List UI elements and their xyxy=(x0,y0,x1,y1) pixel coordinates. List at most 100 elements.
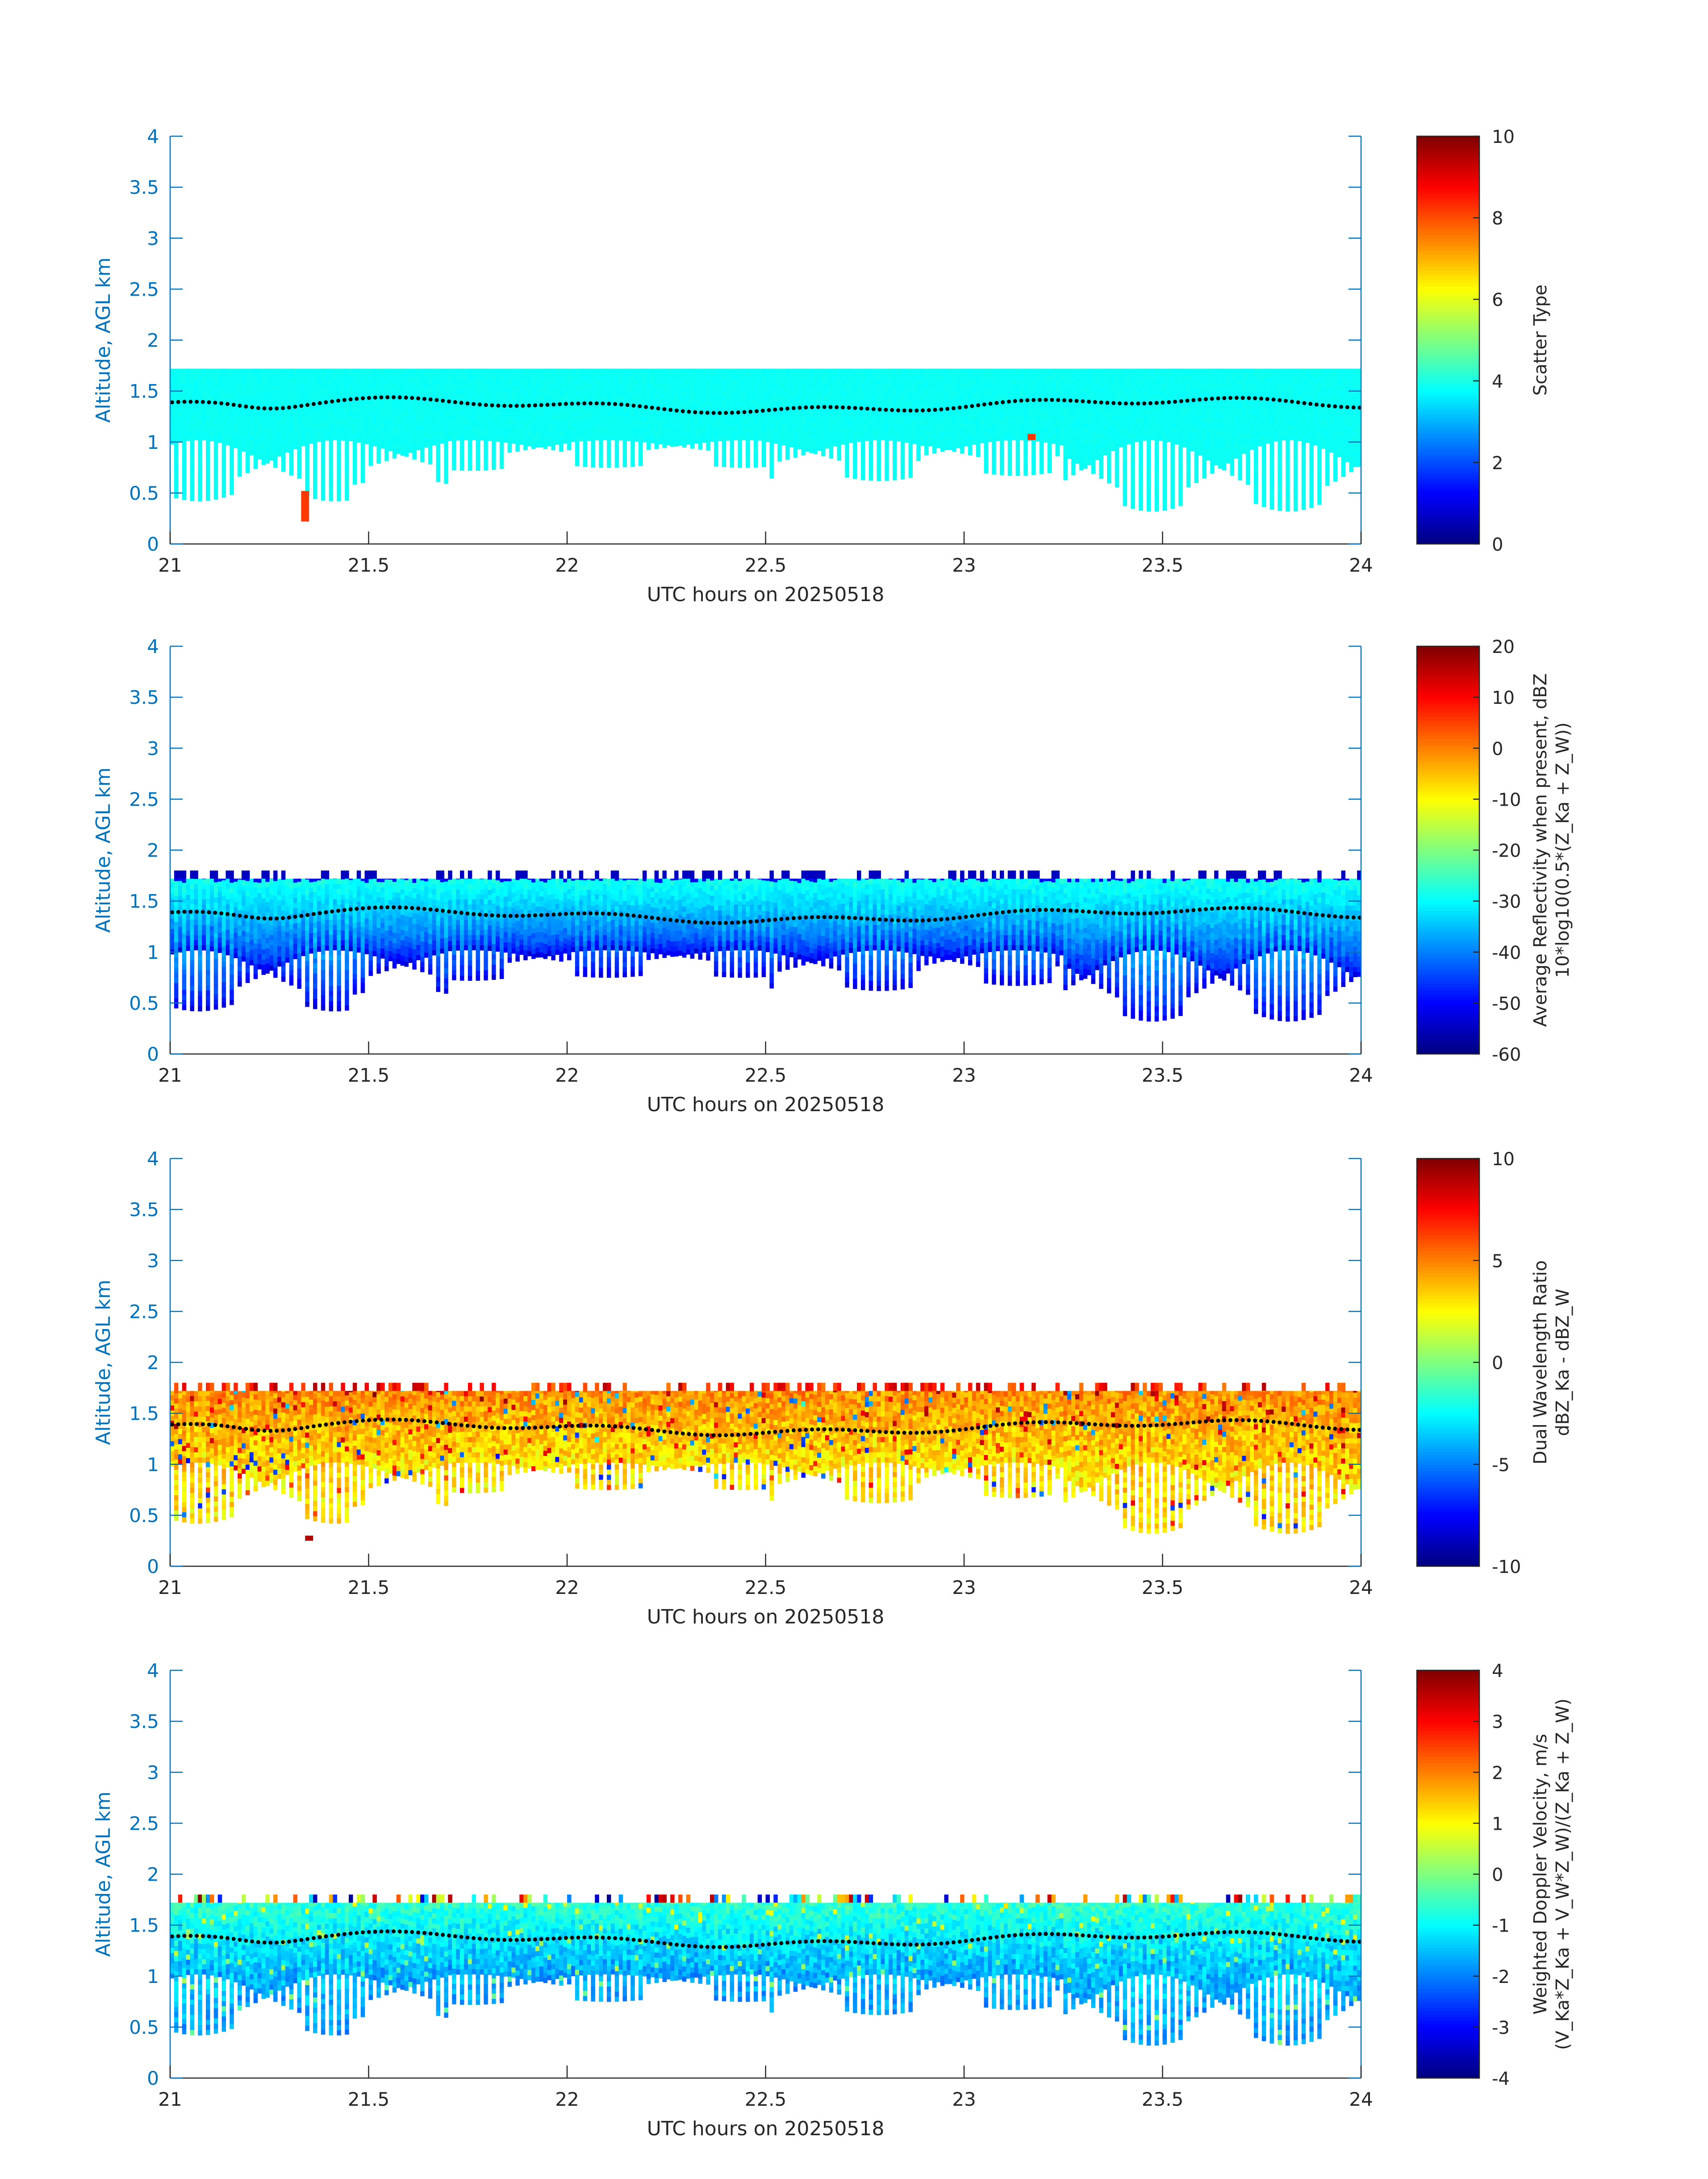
heatmap-cell xyxy=(301,369,305,375)
heatmap-cell xyxy=(1186,472,1191,477)
heatmap-cell xyxy=(1023,419,1028,425)
heatmap-cell xyxy=(829,382,834,387)
heatmap-cell xyxy=(277,400,282,406)
heatmap-cell xyxy=(297,392,302,397)
heatmap-cell xyxy=(718,368,722,370)
heatmap-cell xyxy=(829,387,834,392)
heatmap-cell xyxy=(559,368,564,370)
heatmap-cell xyxy=(448,415,452,421)
heatmap-cell xyxy=(674,375,679,380)
heatmap-cell xyxy=(726,385,731,390)
heatmap-cell xyxy=(277,421,282,426)
heatmap-cell xyxy=(170,418,175,424)
heatmap-cell xyxy=(984,458,989,464)
heatmap-cell xyxy=(988,376,992,381)
heatmap-cell xyxy=(309,438,313,443)
heatmap-cell xyxy=(845,381,849,386)
heatmap-cell xyxy=(531,398,536,403)
heatmap-cell xyxy=(662,427,667,433)
heatmap-cell xyxy=(742,425,746,430)
heatmap-cell xyxy=(885,368,889,374)
heatmap-cell xyxy=(1214,419,1219,425)
heatmap-cell xyxy=(190,455,195,460)
heatmap-cell xyxy=(607,417,611,422)
heatmap-cell xyxy=(452,429,456,435)
heatmap-cell xyxy=(1008,389,1012,394)
heatmap-cell xyxy=(1008,425,1012,430)
heatmap-cell xyxy=(738,457,742,463)
heatmap-cell xyxy=(821,451,826,456)
heatmap-cell xyxy=(611,384,615,389)
heatmap-cell xyxy=(500,464,504,469)
heatmap-cell xyxy=(841,439,845,445)
heatmap-cell xyxy=(345,439,349,444)
heatmap-cell xyxy=(901,368,905,372)
heatmap-cell xyxy=(702,422,706,427)
heatmap-cell xyxy=(992,439,996,444)
heatmap-cell xyxy=(853,428,857,433)
heatmap-cell xyxy=(813,388,818,393)
heatmap-cell xyxy=(361,473,365,478)
heatmap-cell xyxy=(777,410,782,416)
heatmap-cell xyxy=(329,425,334,430)
heatmap-cell xyxy=(1170,368,1175,371)
heatmap-cell xyxy=(928,368,933,370)
heatmap-cell xyxy=(976,411,981,416)
heatmap-cell xyxy=(515,375,520,380)
heatmap-cell xyxy=(214,408,218,413)
heatmap-cell xyxy=(408,376,413,381)
heatmap-cell xyxy=(1194,402,1199,407)
heatmap-cell xyxy=(817,368,822,369)
heatmap-cell xyxy=(1083,443,1088,448)
heatmap-cell xyxy=(1052,408,1056,413)
heatmap-cell xyxy=(758,379,762,385)
heatmap-cell xyxy=(484,373,488,379)
heatmap-cell xyxy=(909,473,913,478)
heatmap-cell xyxy=(258,423,262,429)
heatmap-cell xyxy=(380,433,385,439)
heatmap-cell xyxy=(920,368,925,369)
heatmap-cell xyxy=(361,437,365,442)
heatmap-cell xyxy=(202,435,206,440)
heatmap-cell xyxy=(535,381,540,386)
heatmap-cell xyxy=(603,368,607,374)
heatmap-cell xyxy=(1170,503,1175,509)
heatmap-cell xyxy=(702,386,706,392)
heatmap-cell xyxy=(1174,373,1179,378)
heatmap-cell xyxy=(901,423,905,428)
heatmap-cell xyxy=(1246,434,1250,439)
heatmap-cell xyxy=(857,421,861,427)
heatmap-cell xyxy=(559,375,564,380)
heatmap-cell xyxy=(301,431,305,436)
heatmap-cell xyxy=(1178,450,1183,455)
heatmap-cell xyxy=(428,418,433,424)
heatmap-cell xyxy=(583,431,588,436)
heatmap-cell xyxy=(547,436,552,441)
heatmap-cell xyxy=(980,392,985,397)
heatmap-cell xyxy=(984,422,989,428)
heatmap-cell xyxy=(1000,455,1004,460)
heatmap-cell xyxy=(281,410,286,416)
heatmap-cell xyxy=(353,428,357,434)
heatmap-cell xyxy=(690,377,695,382)
heatmap-cell xyxy=(647,393,651,399)
heatmap-cell xyxy=(1000,383,1004,389)
heatmap-cell xyxy=(777,436,782,441)
heatmap-cell xyxy=(789,368,794,371)
heatmap-cell xyxy=(182,454,187,460)
heatmap-cell xyxy=(714,369,718,375)
heatmap-cell xyxy=(802,450,806,456)
heatmap-cell xyxy=(1099,422,1103,428)
heatmap-cell xyxy=(500,413,504,418)
heatmap-cell xyxy=(1095,404,1099,409)
heatmap-cell xyxy=(809,368,814,372)
heatmap-cell xyxy=(341,410,345,415)
heatmap-cell xyxy=(1246,454,1250,460)
heatmap-cell xyxy=(718,380,722,385)
heatmap-cell xyxy=(686,373,691,378)
heatmap-cell xyxy=(666,369,671,374)
heatmap-cell xyxy=(873,384,877,389)
heatmap-cell xyxy=(758,389,762,395)
heatmap-cell xyxy=(1226,382,1231,387)
